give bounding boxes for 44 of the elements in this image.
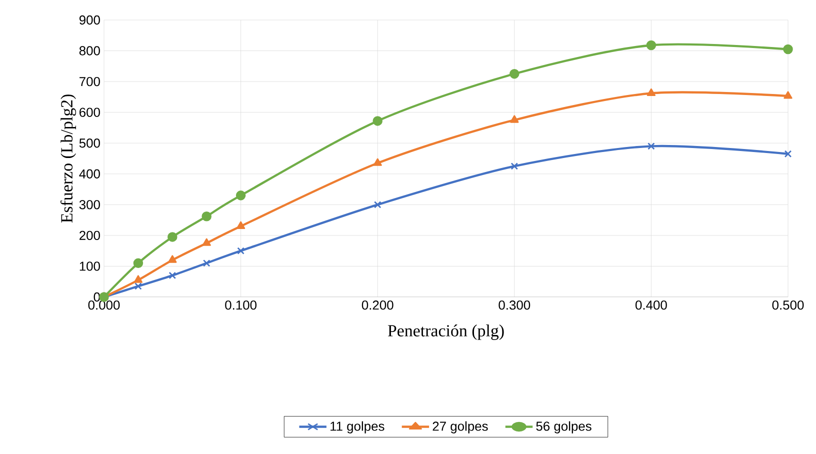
x-axis-title: Penetración (plg): [388, 324, 504, 340]
x-tick-label: 0.400: [636, 300, 667, 310]
point: [133, 258, 144, 268]
x-tick-label: 0.200: [362, 300, 394, 310]
point: [236, 221, 246, 229]
y-tick-label: 900: [79, 15, 100, 25]
point: [510, 162, 518, 170]
x-tick-label: 0.500: [772, 300, 804, 310]
y-tick-label: 600: [80, 108, 100, 117]
point: [646, 88, 656, 96]
point: [168, 232, 178, 242]
y-tick-label: 200: [80, 230, 100, 240]
point: [510, 115, 519, 123]
y-tick-label: 400: [79, 169, 100, 178]
y-tick-label: 700: [80, 76, 100, 86]
legend-label: 11 golpes: [330, 421, 384, 434]
point: [134, 282, 142, 290]
y-tick-label: 500: [79, 138, 100, 148]
point: [202, 211, 212, 222]
point: [784, 150, 792, 158]
point: [372, 116, 382, 126]
point: [646, 40, 656, 50]
y-tick-label: 100: [80, 262, 100, 271]
point: [236, 190, 246, 200]
y-tick-label: 300: [79, 200, 100, 210]
y-tick-label: 800: [79, 46, 100, 56]
point: [373, 158, 382, 166]
legend-label: 27 golpes: [432, 421, 488, 434]
point: [168, 272, 176, 280]
point: [648, 142, 655, 150]
x-tick-label: 0.100: [225, 300, 257, 310]
point: [374, 201, 382, 208]
point: [168, 255, 177, 263]
y-axis-title: Esfuerzo (Lb/plg2): [60, 94, 76, 223]
point: [202, 238, 211, 246]
point: [510, 68, 520, 79]
point: [784, 91, 792, 99]
point: [237, 247, 244, 254]
point: [202, 259, 210, 267]
x-tick-label: 0.300: [498, 300, 530, 310]
point: [134, 275, 143, 283]
legend-label: 56 golpes: [536, 421, 592, 434]
point: [783, 44, 793, 54]
x-tick-label: 0.000: [88, 300, 120, 310]
